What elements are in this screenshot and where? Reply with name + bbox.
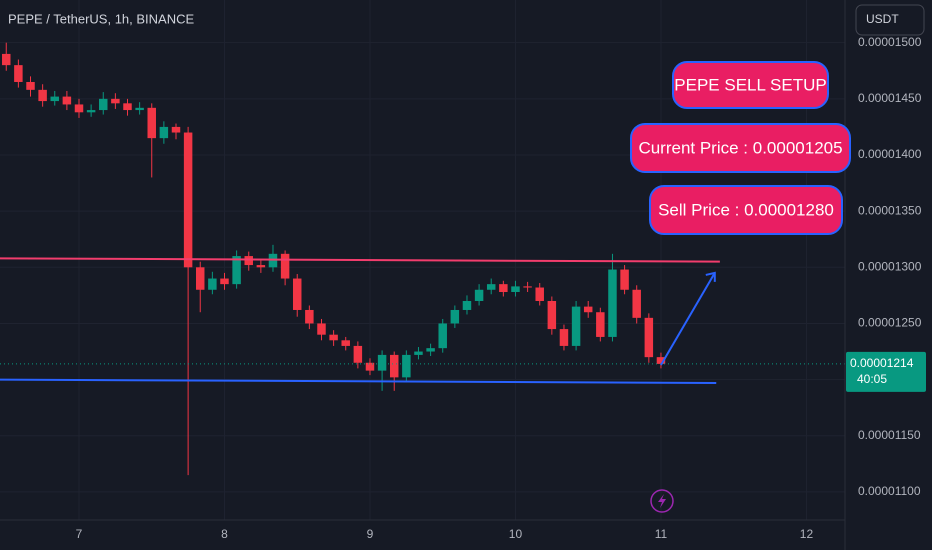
y-tick-label: 0.00001150 (858, 428, 921, 442)
candle-body (608, 269, 617, 337)
annotation-text: PEPE SELL SETUP (674, 75, 826, 94)
candle-body (99, 98, 108, 111)
candle-body (329, 334, 338, 341)
candle-body (596, 312, 605, 337)
candle-body (486, 284, 496, 290)
currency-button[interactable] (855, 4, 925, 36)
candle-body (26, 81, 35, 90)
annotation-text: Current Price : 0.00001205 (638, 138, 842, 157)
candle-body (499, 284, 508, 293)
candle-body (208, 278, 217, 290)
candle-body (123, 103, 132, 111)
candle-body (232, 256, 241, 285)
candle-body (583, 306, 593, 313)
annotation-box (649, 185, 843, 235)
alert-icon[interactable] (650, 489, 674, 513)
x-tick-label: 8 (221, 527, 228, 541)
y-tick-label: 0.00001450 (858, 91, 922, 105)
candle-body (341, 340, 350, 346)
candle-body (159, 126, 169, 139)
candle-body (402, 354, 411, 378)
annotation-box (630, 123, 851, 173)
candle-body (86, 110, 96, 113)
y-tick-label: 0.00001250 (858, 316, 922, 330)
candle-body (256, 265, 266, 268)
candle-body (292, 278, 302, 310)
candle-body (74, 104, 84, 113)
candle-body (511, 286, 520, 293)
y-tick-label: 0.00001350 (858, 203, 922, 217)
resistance-line (0, 257, 720, 263)
support-line (0, 378, 717, 384)
arrow-head (705, 271, 716, 282)
x-tick-label: 7 (76, 527, 83, 541)
last-price-tag (846, 351, 926, 392)
symbol-title: PEPE / TetherUS, 1h, BINANCE (8, 11, 194, 26)
marks (0, 42, 845, 476)
candle-body (523, 286, 532, 288)
candle-body (62, 96, 72, 105)
candle-body (2, 53, 11, 66)
x-tick-label: 12 (800, 527, 814, 541)
candle-body (111, 98, 120, 104)
candle-body (377, 354, 387, 371)
candle-body (38, 89, 47, 102)
y-tick-label: 0.00001400 (858, 147, 922, 161)
x-tick-label: 11 (655, 527, 668, 541)
candle-body (426, 348, 435, 352)
candle-body (474, 289, 484, 301)
candle-body (620, 269, 629, 290)
last-price-label: 0.00001214 (850, 356, 914, 370)
arrow-line (660, 272, 716, 366)
candle-body (644, 317, 654, 358)
alert-bolt (658, 494, 666, 508)
candle-body (547, 300, 557, 330)
candle-body (220, 278, 229, 285)
candle-body (50, 96, 59, 102)
x-tick-label: 9 (367, 527, 374, 541)
candle-body (280, 253, 290, 279)
annotation-box (672, 61, 829, 109)
candle-body (438, 323, 447, 349)
candle-body (559, 329, 569, 346)
candle-body (317, 323, 326, 335)
y-tick-label: 0.00001100 (858, 484, 921, 498)
candle-body (365, 362, 375, 371)
candle-body (656, 357, 666, 364)
candle-body (414, 351, 423, 355)
countdown-label: 40:05 (857, 372, 887, 386)
candle-body (462, 300, 472, 310)
candle-body (535, 287, 544, 301)
candle-body (632, 289, 641, 318)
candle-body (353, 345, 363, 363)
annotation-text: Sell Price : 0.00001280 (658, 200, 834, 219)
candle-body (135, 107, 144, 111)
y-tick-label: 0.00001300 (858, 259, 922, 273)
y-tick-label: 0.00001500 (858, 35, 922, 49)
candle-body (450, 309, 460, 324)
candle-body (571, 306, 581, 346)
currency-label[interactable]: USDT (866, 12, 899, 26)
candle-body (389, 354, 399, 378)
candle-body (244, 256, 253, 266)
candle-body (147, 107, 156, 139)
candle-body (305, 309, 314, 324)
x-tick-label: 10 (509, 527, 523, 541)
candle-body (14, 65, 23, 82)
candle-body (171, 126, 181, 133)
candle-body (195, 267, 205, 290)
candle-body (183, 132, 193, 268)
